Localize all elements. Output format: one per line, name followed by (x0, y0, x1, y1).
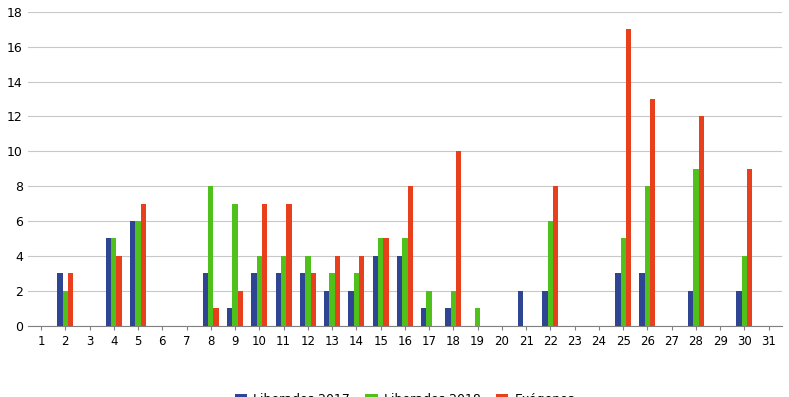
Bar (286, 204, 292, 326)
Bar (698, 116, 704, 326)
Bar (58, 273, 62, 326)
Bar (349, 291, 353, 326)
Bar (359, 256, 365, 326)
Bar (542, 291, 548, 326)
Bar (553, 186, 559, 326)
Bar (688, 291, 694, 326)
Bar (518, 291, 523, 326)
Bar (106, 239, 111, 326)
Bar (383, 239, 389, 326)
Bar (353, 273, 359, 326)
Bar (305, 256, 311, 326)
Bar (639, 273, 645, 326)
Bar (335, 256, 340, 326)
Bar (324, 291, 330, 326)
Bar (475, 308, 481, 326)
Bar (140, 204, 146, 326)
Bar (300, 273, 305, 326)
Bar (650, 99, 656, 326)
Bar (111, 239, 117, 326)
Bar (311, 273, 316, 326)
Bar (451, 291, 456, 326)
Bar (421, 308, 427, 326)
Bar (372, 256, 378, 326)
Bar (281, 256, 286, 326)
Bar (645, 186, 650, 326)
Bar (626, 29, 631, 326)
Bar (68, 273, 73, 326)
Bar (427, 291, 432, 326)
Bar (203, 273, 208, 326)
Bar (408, 186, 413, 326)
Legend: Liberados 2017, Liberados 2018, Exógenos: Liberados 2017, Liberados 2018, Exógenos (230, 388, 580, 397)
Bar (233, 204, 237, 326)
Bar (742, 256, 747, 326)
Bar (402, 239, 408, 326)
Bar (237, 291, 243, 326)
Bar (275, 273, 281, 326)
Bar (694, 169, 698, 326)
Bar (256, 256, 262, 326)
Bar (747, 169, 753, 326)
Bar (736, 291, 742, 326)
Bar (136, 221, 140, 326)
Bar (130, 221, 136, 326)
Bar (252, 273, 256, 326)
Bar (397, 256, 402, 326)
Bar (615, 273, 620, 326)
Bar (62, 291, 68, 326)
Bar (456, 151, 462, 326)
Bar (117, 256, 122, 326)
Bar (208, 186, 214, 326)
Bar (620, 239, 626, 326)
Bar (378, 239, 383, 326)
Bar (548, 221, 553, 326)
Bar (330, 273, 335, 326)
Bar (445, 308, 451, 326)
Bar (227, 308, 233, 326)
Bar (214, 308, 219, 326)
Bar (262, 204, 267, 326)
